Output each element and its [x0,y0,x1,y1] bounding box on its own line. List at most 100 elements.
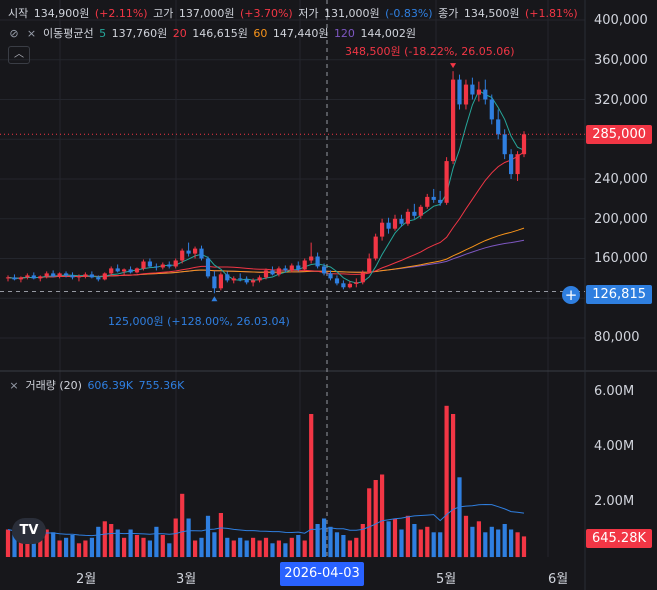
candle-body [334,278,340,284]
high-marker [450,63,457,69]
volume-tick: 4.00M [594,439,635,454]
candle-body [102,273,107,280]
open-change: (+2.11%) [94,7,148,20]
tradingview-logo[interactable]: TV [12,518,46,544]
ma120-value: 144,002원 [360,27,417,40]
volume-bar [489,526,494,558]
add-alert-icon[interactable]: + [562,286,580,304]
price-tick: 80,000 [594,330,640,345]
candle-body [302,260,307,270]
candle-body [418,206,423,216]
candle-body [64,273,69,276]
candle-body [438,199,443,203]
chevron-up-icon[interactable]: ︿ [8,46,30,64]
volume-bar [380,474,385,557]
close-icon[interactable]: × [9,379,19,392]
low-annotation: 125,000원 (+128.00%, 26.03.04) [108,315,290,328]
eye-off-icon[interactable]: ⊘ [9,27,19,40]
candle-body [276,268,281,275]
volume-bar [386,521,391,558]
candle-body [83,274,88,277]
candle-body [128,269,133,273]
ma20-value: 146,615원 [192,27,248,40]
volume-bar [38,535,43,557]
candle-body [76,276,82,278]
time-tick: 6월 [548,572,569,587]
volume-bar [425,526,430,558]
low-change: (-0.83%) [385,7,433,20]
volume-bar [354,537,359,558]
candle-body [70,275,75,278]
candle-body [347,283,352,288]
candle-body [186,250,191,254]
volume-bar [412,524,417,557]
volume-bar [360,524,365,557]
volume-current-label: 645.28K [585,529,652,548]
volume-bar [322,518,327,557]
candle-body [263,270,269,278]
price-tick: 320,000 [594,93,648,108]
volume-bar [257,540,262,557]
volume-bar [51,532,56,558]
volume-ma-line [7,503,525,537]
price-tick: 240,000 [594,172,648,187]
candle-body [212,276,217,289]
volume-bar [309,414,314,557]
price-tick: 160,000 [594,251,648,266]
candle-body [451,79,456,162]
volume-bar [31,532,36,558]
volume-bar [515,532,520,558]
volume-bar [102,521,107,558]
ma60-period: 60 [253,27,268,40]
candle-body [134,268,140,273]
volume-bar [18,535,23,557]
candle-body [457,79,462,105]
volume-bar [5,529,11,557]
candle-body [244,279,249,283]
candle-body [392,218,398,229]
ma5-period: 5 [99,27,107,40]
candle-body [399,218,404,224]
close-change: (+1.81%) [524,7,578,20]
volume-bar [115,529,120,557]
volume-bar [509,529,514,557]
candle-body [412,211,417,216]
volume-bar [70,535,75,557]
candle-body [257,277,262,281]
volume-bar [451,414,456,557]
volume-bar [251,537,256,558]
close-icon[interactable]: × [26,27,37,40]
volume-bar [328,526,333,558]
volume-bar [193,540,198,557]
candle-body [180,250,185,261]
candle-body [509,154,514,175]
ohlc-header: 시작 134,900원 (+2.11%) 고가 137,000원 (+3.70%… [8,5,580,21]
volume-bar [521,536,527,557]
volume-bar [186,518,191,557]
volume-bar [302,540,307,557]
volume-bar [289,537,294,558]
candle-body [483,89,488,100]
candle-body [289,265,294,271]
volume-bar [205,515,211,558]
close-value: 134,500원 [463,7,520,20]
volume-bar [296,535,301,557]
volume-bar [76,543,82,558]
open-label: 시작 [8,7,29,20]
candle-body [380,222,385,237]
volume-bar [147,540,152,557]
volume-bar [399,529,404,557]
ma-legend: ⊘ × 이동평균선 5 137,760원 20 146,615원 60 147,… [8,25,418,41]
volume-bar [283,543,288,558]
candle-body [367,258,372,273]
candle-body [167,264,172,267]
candle-body [354,282,359,284]
volume-bar [173,518,178,557]
candle-body [51,273,56,277]
candle-body [18,277,23,280]
low-marker [211,296,218,302]
candle-body [31,275,36,279]
volume-bar [341,535,346,557]
